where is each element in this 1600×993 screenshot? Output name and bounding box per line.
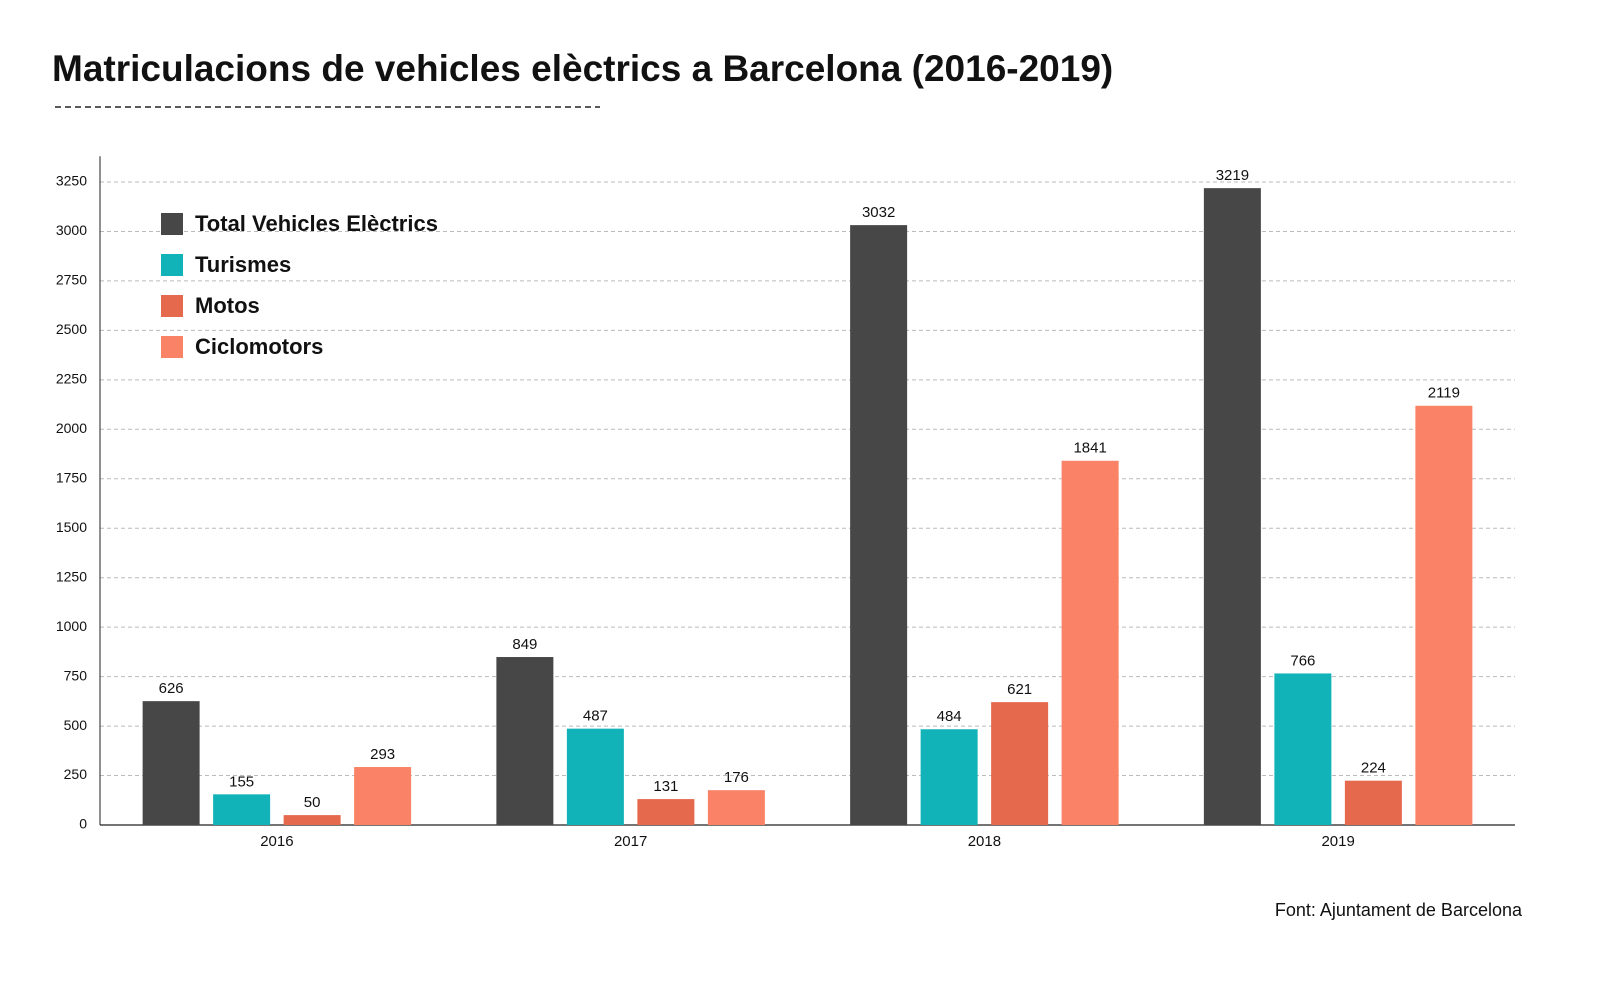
value-label: 224: [1361, 760, 1386, 777]
bar: [707, 790, 765, 825]
legend-swatch: [161, 254, 183, 276]
bar: [850, 225, 908, 825]
y-tick-label: 250: [64, 766, 88, 782]
value-label: 621: [1007, 681, 1032, 698]
x-tick-label: 2017: [614, 833, 647, 850]
value-label: 3032: [862, 204, 895, 221]
x-tick-label: 2019: [1321, 833, 1354, 850]
legend-swatch: [161, 213, 183, 235]
bar: [637, 799, 695, 825]
chart-title: Matriculacions de vehicles elèctrics a B…: [52, 48, 1113, 89]
value-label: 487: [583, 708, 608, 725]
bar: [1061, 460, 1119, 825]
x-tick-label: 2018: [968, 833, 1001, 850]
y-tick-label: 500: [64, 717, 88, 733]
y-tick-label: 2750: [56, 272, 87, 288]
value-label: 176: [724, 769, 749, 786]
value-label: 3219: [1216, 167, 1249, 184]
y-tick-label: 3250: [56, 173, 87, 189]
bar: [920, 729, 978, 825]
legend-swatch: [161, 336, 183, 358]
value-label: 2119: [1428, 385, 1460, 402]
y-tick-label: 0: [79, 816, 87, 832]
legend-label: Turismes: [195, 252, 291, 277]
bar: [1274, 673, 1332, 825]
bar: [213, 794, 271, 825]
value-label: 131: [653, 778, 678, 795]
bar: [1415, 405, 1473, 825]
bar: [496, 657, 554, 825]
bar: [283, 815, 341, 825]
bar: [1344, 780, 1402, 825]
legend-label: Motos: [195, 293, 260, 318]
y-tick-label: 1000: [56, 618, 87, 634]
bar: [566, 728, 624, 825]
legend-swatch: [161, 295, 183, 317]
y-tick-label: 2500: [56, 321, 87, 337]
y-tick-label: 3000: [56, 222, 87, 238]
value-label: 849: [512, 636, 537, 653]
bar: [354, 767, 412, 825]
value-label: 293: [370, 746, 395, 763]
source-note: Font: Ajuntament de Barcelona: [1275, 900, 1523, 920]
value-label: 626: [159, 680, 184, 697]
bar: [142, 701, 200, 825]
y-tick-label: 1500: [56, 519, 87, 535]
value-label: 155: [229, 773, 254, 790]
y-tick-label: 2000: [56, 420, 87, 436]
y-tick-label: 1250: [56, 568, 87, 584]
value-label: 50: [304, 794, 321, 811]
value-label: 766: [1290, 652, 1315, 669]
y-tick-label: 1750: [56, 469, 87, 485]
x-tick-label: 2016: [260, 833, 293, 850]
y-tick-label: 2250: [56, 371, 87, 387]
value-label: 1841: [1073, 440, 1106, 457]
legend-label: Ciclomotors: [195, 334, 323, 359]
bar: [991, 702, 1049, 825]
bar: [1203, 188, 1261, 825]
y-tick-label: 750: [64, 667, 88, 683]
legend-label: Total Vehicles Elèctrics: [195, 211, 438, 236]
value-label: 484: [937, 708, 962, 725]
